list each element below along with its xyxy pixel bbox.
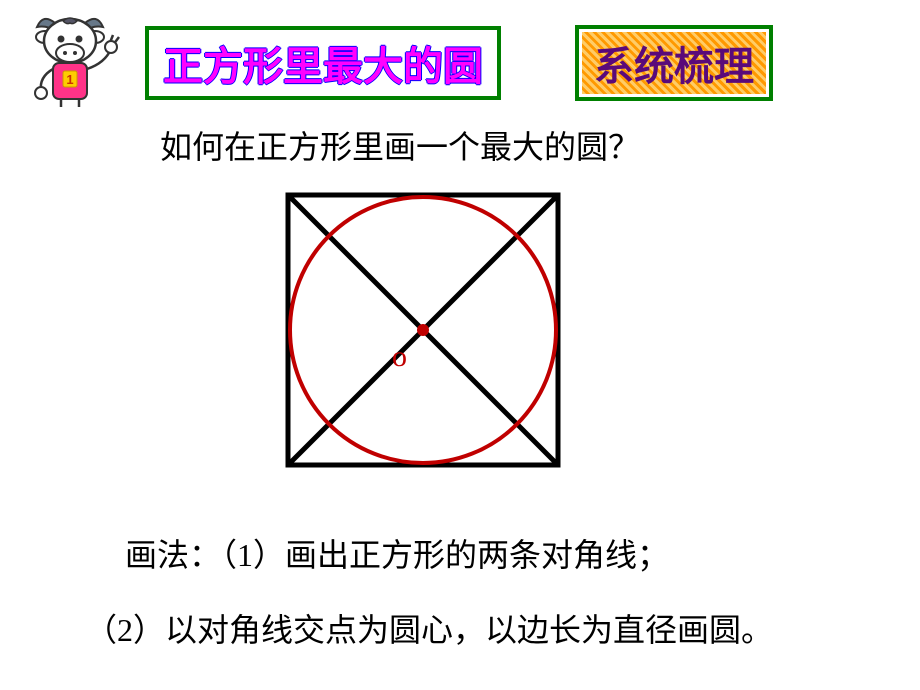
badge-inner: 系统梳理 <box>582 32 766 94</box>
step-2-text: （2）以对角线交点为圆心，以边长为直径画圆。 <box>85 605 773 651</box>
geometry-diagram <box>278 185 568 480</box>
mascot: 1 <box>25 5 135 115</box>
question-text: 如何在正方形里画一个最大的圆？ <box>160 122 640 168</box>
title-box: 正方形里最大的圆 <box>145 26 501 100</box>
badge-text: 系统梳理 <box>594 44 754 89</box>
title-text: 正方形里最大的圆 <box>163 44 483 89</box>
center-point-label: o <box>392 340 407 374</box>
badge-box: 系统梳理 <box>575 25 773 101</box>
step-1-text: 画法：（1）画出正方形的两条对角线； <box>125 530 669 576</box>
svg-text:1: 1 <box>66 72 73 87</box>
